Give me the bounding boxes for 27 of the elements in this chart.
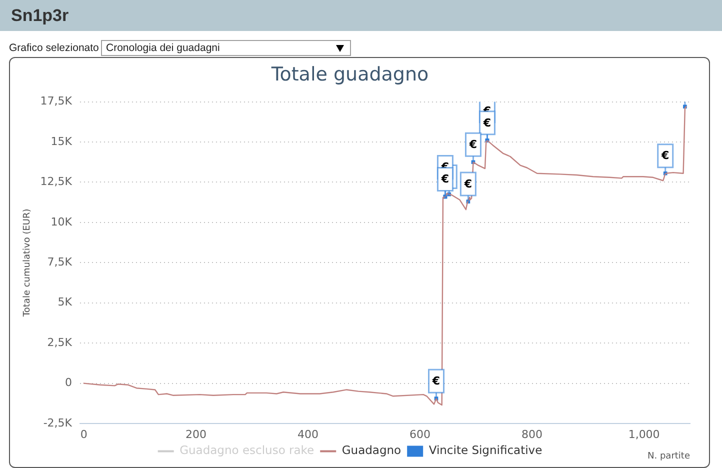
y-tick-label: 7,5K [47, 256, 73, 269]
x-tick-label: 800 [522, 428, 543, 441]
text: Sn1p3r [11, 6, 69, 26]
y-tick-label: 2,5K [47, 336, 73, 349]
x-tick-label: 0 [80, 428, 88, 441]
x-axis-title: N. partite [648, 452, 690, 462]
y-tick-label: 5K [58, 296, 73, 309]
text: Grafico selezionato [9, 42, 99, 54]
x-tick-label: 600 [410, 428, 431, 441]
data-label: € [463, 177, 472, 190]
x-tick-label: 200 [185, 428, 206, 441]
data-label: € [431, 374, 440, 388]
legend-label: Vincite Significative [428, 443, 542, 458]
chart-title: Totale guadagno [270, 63, 429, 86]
y-tick-label: 10K [50, 215, 73, 228]
x-tick-label: 1,000 [628, 428, 660, 441]
y-tick-label: 15K [50, 134, 73, 148]
legend-label: Guadagno [342, 443, 402, 458]
x-tick-label: 400 [297, 428, 318, 441]
y-tick-label: 17,5K [40, 94, 73, 108]
y-axis-title: Totale cumulativo (EUR) [22, 208, 33, 318]
data-label: € [660, 149, 670, 162]
y-tick-label: 12,5K [40, 175, 73, 188]
data-label: € [468, 138, 478, 151]
y-tick-label: 0 [65, 376, 72, 390]
y-tick-label: -2,5K [43, 416, 73, 430]
dropdown-field: Cronologia dei guadagni [101, 40, 351, 56]
